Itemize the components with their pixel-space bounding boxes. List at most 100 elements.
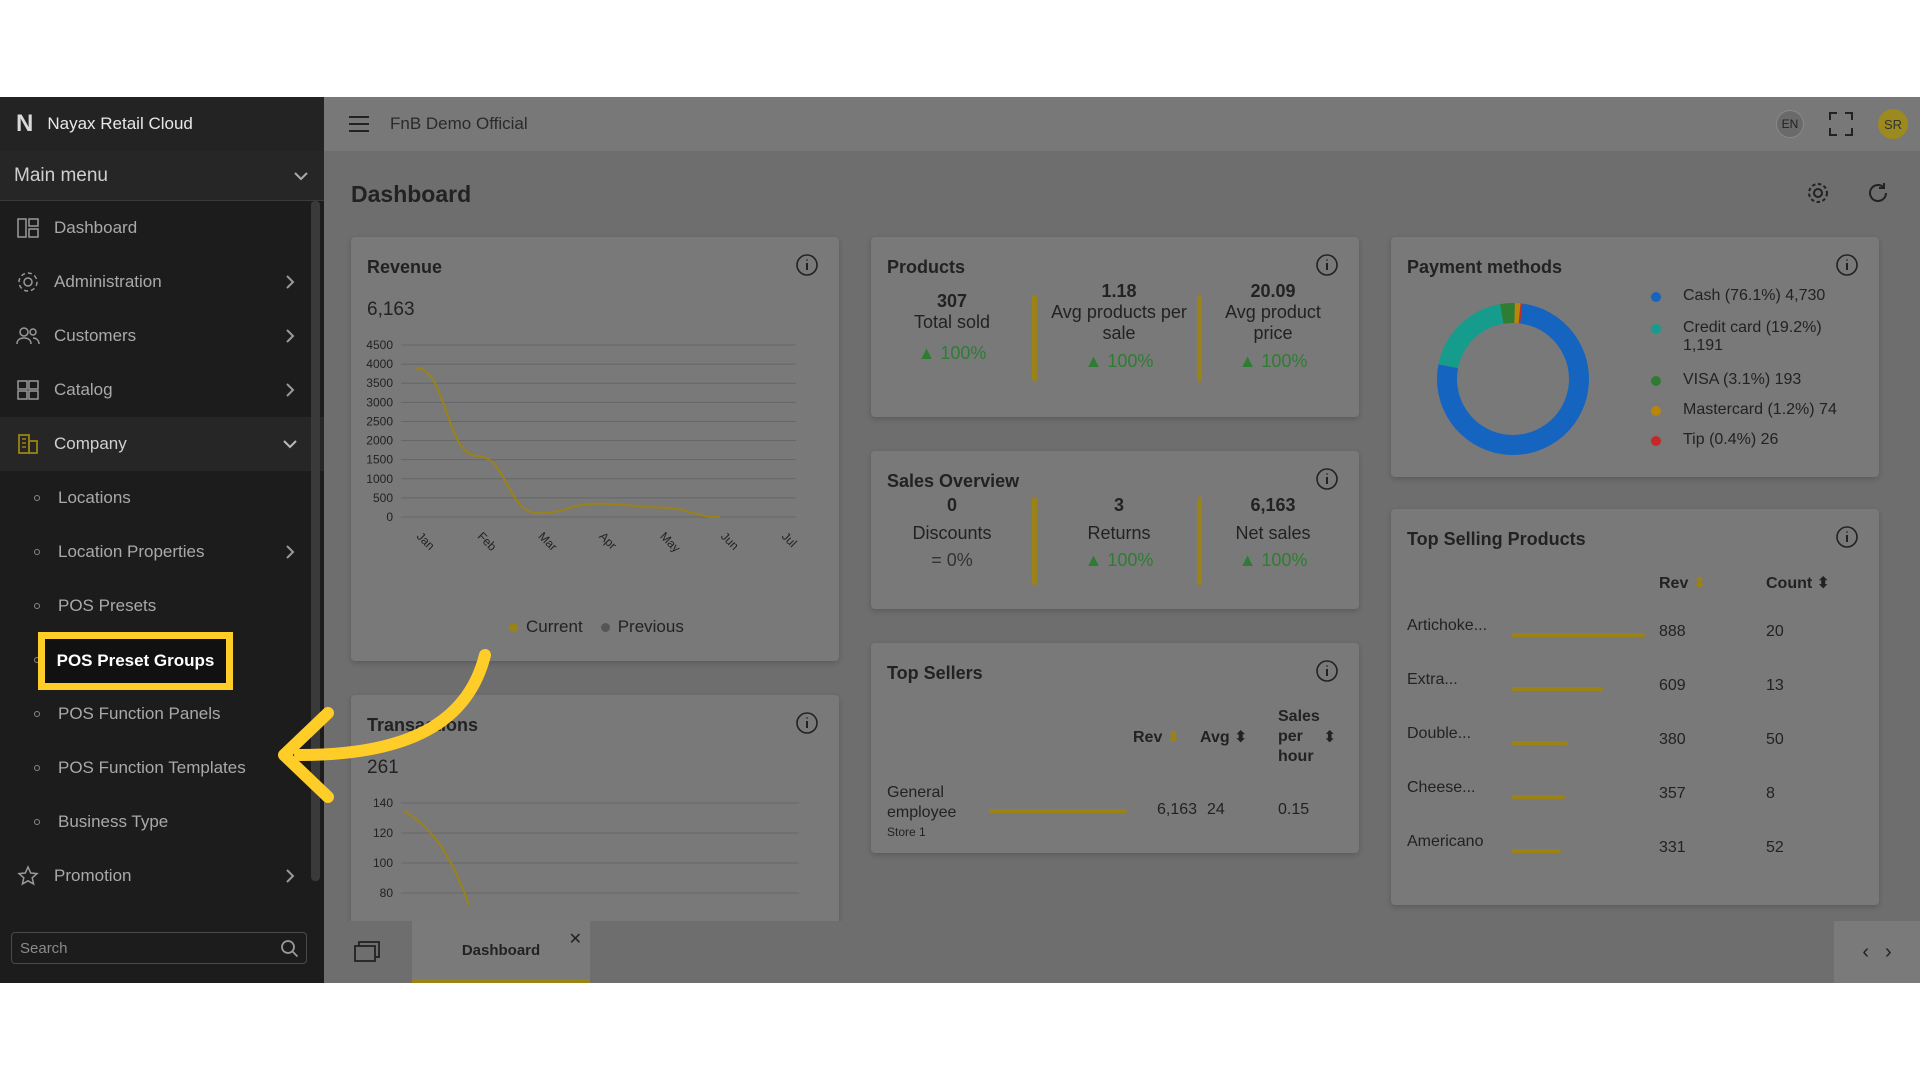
sidebar-subitem-business-type[interactable]: Business Type (0, 795, 324, 849)
sidebar-subitem-locations[interactable]: Locations (0, 471, 324, 525)
sidebar-item-label: Company (54, 434, 127, 453)
search-icon (281, 940, 299, 958)
transactions-line-chart: 140 120 100 80 (373, 796, 799, 906)
close-icon[interactable]: ✕ (568, 931, 582, 948)
column-header-avg[interactable]: Avg ⬍ (1200, 727, 1248, 747)
app-window: N Nayax Retail Cloud Main menu Dashboard… (0, 97, 1920, 983)
info-icon[interactable] (1835, 253, 1859, 277)
tab-dashboard[interactable]: Dashboard ✕ (412, 921, 590, 983)
sidebar-subitem-location-properties[interactable]: Location Properties (0, 525, 324, 579)
product-name: Double... (1407, 725, 1472, 742)
chart-legend: Current Previous (509, 617, 684, 637)
legend-label: Tip (0.4%) 26 (1683, 431, 1779, 448)
info-icon[interactable] (795, 711, 819, 735)
column-header-count[interactable]: Count ⬍ (1766, 573, 1830, 593)
refresh-icon[interactable] (1866, 181, 1890, 205)
kpi-divider (1032, 295, 1037, 381)
payment-methods-card: Payment methods Cash (76.1%) 4,730 Credit… (1391, 237, 1879, 477)
product-rev: 357 (1659, 785, 1686, 802)
legend-item: VISA (3.1%) 193 (1651, 371, 1851, 389)
sidebar-subitem-pos-presets[interactable]: POS Presets (0, 579, 324, 633)
product-count: 20 (1766, 623, 1784, 640)
main-menu-toggle[interactable]: Main menu (0, 151, 324, 201)
info-icon[interactable] (1835, 525, 1859, 549)
product-count: 8 (1766, 785, 1775, 802)
sidebar-subitem-label: Business Type (58, 812, 169, 831)
card-title: Products (887, 257, 966, 277)
settings-icon[interactable] (1806, 181, 1830, 205)
sidebar-item-company[interactable]: Company (0, 417, 324, 471)
dashboard-content: Dashboard Revenue 6,163 4500 4000 3500 3000… (324, 151, 1920, 935)
dashboard-icon (16, 216, 40, 240)
info-icon[interactable] (1315, 253, 1339, 277)
brand[interactable]: N Nayax Retail Cloud (0, 97, 324, 151)
product-rev-bar (1511, 795, 1565, 799)
sidebar-item-promotion[interactable]: Promotion (0, 849, 324, 903)
top-sellers-card: Top Sellers Rev ⬍ Avg ⬍ Sales per hour ⬍… (871, 643, 1359, 853)
sidebar-subitem-pos-preset-groups[interactable]: POS Preset Groups (38, 632, 233, 690)
bullet-icon (34, 495, 40, 501)
windows-icon[interactable] (354, 941, 380, 963)
bottom-tab-bar: Dashboard ✕ ‹ › (324, 921, 1920, 983)
user-avatar[interactable]: SR (1878, 109, 1908, 139)
sidebar-menu: Dashboard Administration Customers Catal… (0, 201, 324, 903)
y-tick-label: 1500 (366, 453, 393, 467)
legend-previous-swatch (600, 622, 610, 632)
sidebar-subitem-pos-function-panels[interactable]: POS Function Panels (0, 687, 324, 741)
kpi-label: Avg product price (1225, 302, 1321, 343)
transactions-total: 261 (367, 757, 399, 778)
products-card: Products 307 Total sold ▲ 100% 1.18 Avg … (871, 237, 1359, 417)
kpi-change: ▲ 100% (1238, 550, 1308, 570)
column-header-sales-per-hour[interactable]: Sales per hour (1278, 707, 1322, 767)
sidebar-subitem-label: Locations (58, 488, 131, 507)
legend-label: VISA (3.1%) 193 (1683, 371, 1802, 388)
sidebar-subitem-pos-function-templates[interactable]: POS Function Templates (0, 741, 324, 795)
series-current-line (415, 366, 721, 518)
seller-rev: 6,163 (1157, 801, 1198, 818)
language-selector[interactable]: EN (1776, 110, 1804, 138)
chevron-right-icon[interactable]: › (1885, 940, 1892, 963)
fullscreen-icon[interactable] (1828, 111, 1854, 137)
info-icon[interactable] (1315, 659, 1339, 683)
product-count: 52 (1766, 839, 1784, 856)
revenue-card: Revenue 6,163 4500 4000 3500 3000 2500 2000 15… (351, 237, 839, 661)
legend-label: Credit card (19.2%) 1,191 (1683, 319, 1822, 354)
product-count: 50 (1766, 731, 1784, 748)
legend-previous-label: Previous (617, 617, 684, 636)
sidebar-item-administration[interactable]: Administration (0, 255, 324, 309)
product-rev-bar (1511, 633, 1645, 637)
info-icon[interactable] (1315, 467, 1339, 491)
x-tick-label: Mar (536, 529, 561, 554)
column-header-rev[interactable]: Rev ⬍ (1133, 727, 1180, 747)
sidebar-item-customers[interactable]: Customers (0, 309, 324, 363)
sidebar-item-catalog[interactable]: Catalog (0, 363, 324, 417)
kpi-change: ▲ 100% (1238, 351, 1308, 371)
legend-label: Mastercard (1.2%) 74 (1683, 401, 1837, 418)
chevron-down-icon (294, 171, 308, 180)
info-icon[interactable] (795, 253, 819, 277)
hamburger-menu-icon[interactable] (348, 115, 370, 133)
kpi-label: Avg products per sale (1051, 302, 1187, 343)
kpi-change-value: 0% (946, 550, 973, 570)
y-tick-label: 1000 (366, 472, 393, 486)
page-actions (1806, 181, 1890, 205)
sidebar-item-label: Promotion (54, 866, 132, 885)
chevron-left-icon[interactable]: ‹ (1862, 940, 1869, 963)
legend-label: Cash (76.1%) 4,730 (1683, 287, 1826, 304)
legend-current-label: Current (526, 617, 583, 636)
bullet-icon (34, 765, 40, 771)
sidebar-subitem-label: POS Presets (58, 596, 157, 615)
top-bar: FnB Demo Official EN SR (324, 97, 1920, 151)
kpi-change-value: 100% (1107, 550, 1154, 570)
kpi-avg-product-price: 20.09 Avg product price ▲ 100% (1207, 281, 1339, 378)
sidebar-item-dashboard[interactable]: Dashboard (0, 201, 324, 255)
chevron-down-icon (283, 440, 297, 449)
y-tick-label: 2500 (366, 414, 393, 428)
legend-item: Cash (76.1%) 4,730 (1651, 287, 1851, 305)
sidebar-scrollbar[interactable] (311, 201, 320, 881)
sidebar-search-input[interactable]: Search (11, 932, 307, 964)
seller-rev-bar (989, 809, 1127, 813)
sort-icon: ⬍ (1234, 729, 1248, 746)
tab-label: Dashboard (461, 941, 541, 959)
column-header-rev[interactable]: Rev ⬍ (1659, 573, 1706, 593)
